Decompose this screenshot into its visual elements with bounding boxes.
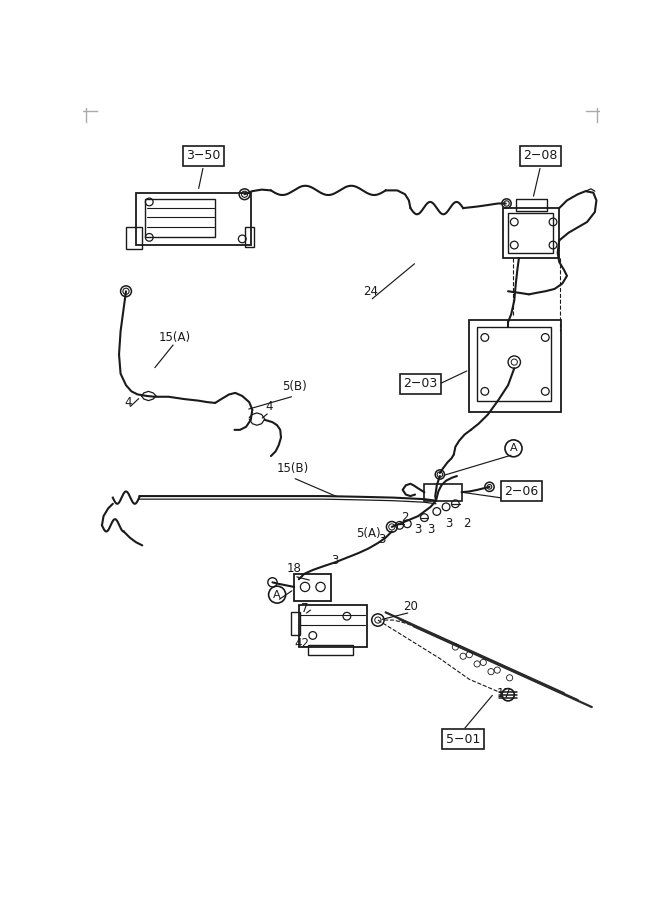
Text: 3: 3 [414,524,422,536]
Text: 4: 4 [125,396,132,409]
Text: 4: 4 [265,400,273,413]
Text: 3: 3 [427,524,434,536]
Bar [294,574,331,601]
Text: 5(A): 5(A) [356,526,381,539]
Text: 3−50: 3−50 [186,149,221,162]
Text: 3: 3 [446,518,453,530]
Bar [245,228,254,247]
Text: 15(A): 15(A) [159,331,191,344]
Text: 17: 17 [497,687,512,699]
Text: 20: 20 [403,600,418,614]
Text: 7: 7 [301,602,308,615]
Text: 2−03: 2−03 [404,377,438,391]
Bar [504,208,559,258]
Bar [470,320,561,412]
Text: A: A [273,590,281,599]
Text: 24: 24 [363,284,378,298]
Bar [126,228,141,249]
Text: 5(B): 5(B) [281,380,307,393]
Bar [477,328,552,401]
Text: 2−08: 2−08 [524,149,558,162]
Text: 18: 18 [287,562,301,575]
Bar [508,212,553,253]
Bar [291,612,300,635]
Text: 42: 42 [294,636,309,650]
Text: 3: 3 [378,533,386,545]
Text: 5−01: 5−01 [446,733,480,746]
Text: 2: 2 [402,511,409,524]
Bar [424,484,462,500]
Text: 2−06: 2−06 [504,485,538,498]
Bar [308,645,353,654]
Bar [136,193,251,245]
Text: 15(B): 15(B) [277,462,309,475]
Bar [299,605,367,647]
Bar [145,199,215,238]
Text: 3: 3 [331,554,339,567]
Bar [516,199,547,212]
Text: A: A [510,444,518,454]
Text: 2: 2 [464,518,471,530]
